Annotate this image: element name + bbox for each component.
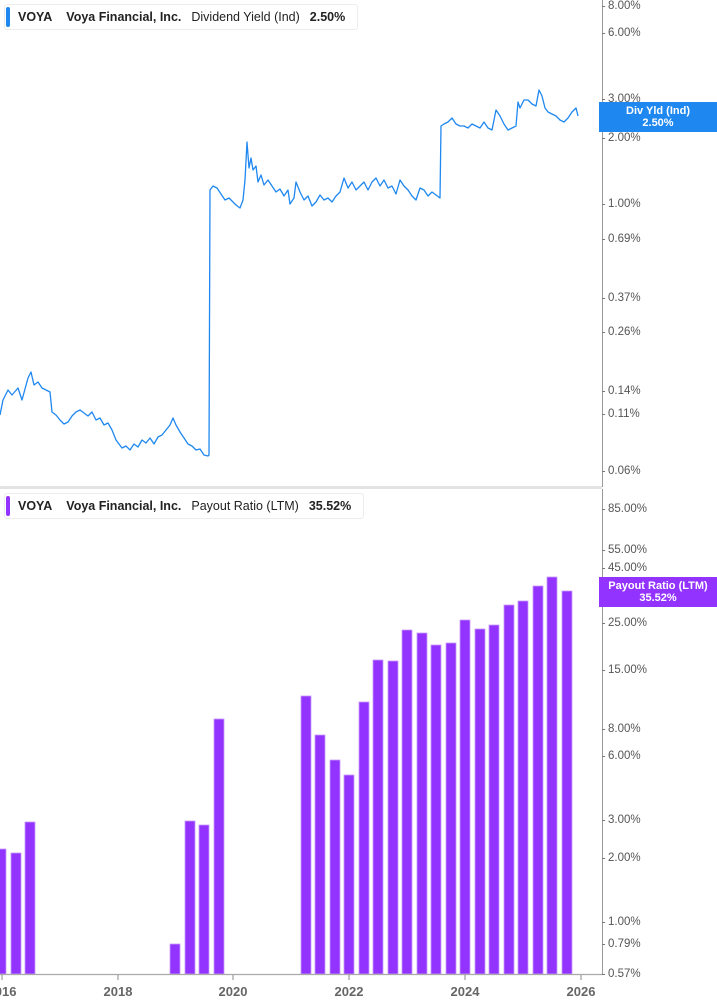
- x-axis-label: 2026: [566, 984, 596, 999]
- y-tick-mark: [602, 820, 605, 821]
- dividend-yield-value-flag: Div Yld (Ind) 2.50%: [599, 102, 717, 132]
- y-tick-label: 2.00%: [608, 132, 641, 144]
- y-tick-mark: [602, 568, 605, 569]
- y-tick-mark: [602, 756, 605, 757]
- y-tick-label: 0.11%: [608, 408, 640, 420]
- y-tick-mark: [602, 239, 605, 240]
- y-tick-label: 0.14%: [608, 385, 641, 397]
- y-tick-label: 3.00%: [608, 814, 641, 826]
- y-tick-mark: [602, 509, 605, 510]
- y-tick-mark: [602, 974, 605, 975]
- y-tick-mark: [602, 6, 605, 7]
- legend-ticker: VOYA: [18, 10, 53, 24]
- y-tick-mark: [602, 33, 605, 34]
- flag-value: 35.52%: [639, 592, 677, 604]
- x-axis-label: 2020: [218, 984, 248, 999]
- y-tick-label: 85.00%: [608, 503, 648, 515]
- y-tick-label: 15.00%: [608, 664, 648, 676]
- y-tick-mark: [602, 332, 605, 333]
- dividend-yield-legend[interactable]: VOYA Voya Financial, Inc. Dividend Yield…: [4, 4, 359, 30]
- legend-company: Voya Financial, Inc.: [66, 10, 182, 24]
- y-tick-mark: [602, 922, 605, 923]
- legend-ticker: VOYA: [18, 499, 53, 513]
- legend-value: 2.50%: [309, 10, 346, 24]
- x-axis-label: 2024: [450, 984, 480, 999]
- legend-company: Voya Financial, Inc.: [66, 499, 182, 513]
- y-axis-line: [602, 489, 603, 975]
- panel-divider[interactable]: [0, 486, 602, 489]
- dividend-yield-panel: VOYA Voya Financial, Inc. Dividend Yield…: [0, 0, 717, 487]
- y-tick-label: 8.00%: [608, 723, 641, 735]
- flag-label: Payout Ratio (LTM): [608, 580, 708, 592]
- y-tick-label: 0.37%: [608, 292, 641, 304]
- y-tick-label: 0.79%: [608, 938, 641, 950]
- y-tick-label: 55.00%: [608, 544, 648, 556]
- y-tick-label: 25.00%: [608, 617, 648, 629]
- y-tick-mark: [602, 670, 605, 671]
- y-tick-label: 0.57%: [608, 968, 641, 980]
- flag-label: Div Yld (Ind): [626, 105, 690, 117]
- y-tick-mark: [602, 729, 605, 730]
- y-tick-label: 8.00%: [608, 0, 641, 12]
- x-axis-label: 2016: [0, 984, 17, 999]
- y-tick-label: 1.00%: [608, 198, 641, 210]
- y-tick-label: 0.26%: [608, 326, 641, 338]
- y-tick-label: 2.00%: [608, 852, 641, 864]
- y-tick-mark: [602, 204, 605, 205]
- y-tick-mark: [602, 99, 605, 100]
- y-tick-mark: [602, 858, 605, 859]
- y-axis-line: [602, 0, 603, 487]
- dividend-yield-line-chart[interactable]: [0, 0, 717, 487]
- y-tick-mark: [602, 414, 605, 415]
- y-tick-mark: [602, 471, 605, 472]
- legend-metric: Payout Ratio (LTM): [191, 499, 299, 513]
- y-tick-mark: [602, 138, 605, 139]
- payout-ratio-value-flag: Payout Ratio (LTM) 35.52%: [599, 577, 717, 607]
- x-axis-label: 2022: [334, 984, 364, 999]
- y-tick-mark: [602, 944, 605, 945]
- y-tick-label: 6.00%: [608, 27, 641, 39]
- y-tick-label: 6.00%: [608, 750, 641, 762]
- y-tick-label: 0.69%: [608, 233, 641, 245]
- x-axis-label: 2018: [103, 984, 133, 999]
- payout-ratio-legend[interactable]: VOYA Voya Financial, Inc. Payout Ratio (…: [4, 493, 365, 519]
- y-tick-mark: [602, 623, 605, 624]
- payout-ratio-panel: [0, 489, 717, 1005]
- y-tick-mark: [602, 550, 605, 551]
- series-color-swatch: [6, 496, 10, 516]
- flag-value: 2.50%: [642, 117, 674, 129]
- y-tick-label: 45.00%: [608, 562, 648, 574]
- y-tick-label: 0.06%: [608, 465, 641, 477]
- y-tick-mark: [602, 298, 605, 299]
- legend-value: 35.52%: [308, 499, 352, 513]
- series-color-swatch: [6, 7, 10, 27]
- y-tick-mark: [602, 391, 605, 392]
- legend-metric: Dividend Yield (Ind): [191, 10, 300, 24]
- y-tick-label: 1.00%: [608, 916, 641, 928]
